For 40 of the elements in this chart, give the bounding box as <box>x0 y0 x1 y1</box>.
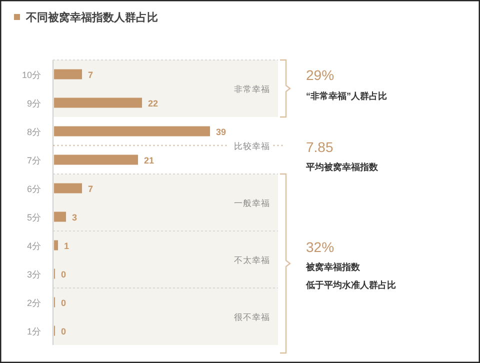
y-tick-label: 6分 <box>26 184 41 194</box>
text: 29% <box>306 67 334 83</box>
data-label: 1 <box>64 240 70 251</box>
data-label: 3 <box>72 212 78 222</box>
data-label: 22 <box>148 98 158 108</box>
data-label: 39 <box>216 126 226 137</box>
bar <box>54 183 82 194</box>
data-label: 7 <box>88 70 94 80</box>
y-tick-label: 2分 <box>26 298 41 308</box>
bar <box>54 240 58 250</box>
data-label: 7 <box>88 184 94 194</box>
band-label: 不太幸福 <box>234 255 270 265</box>
text: 7.85 <box>306 139 334 155</box>
y-tick-label: 4分 <box>26 240 41 251</box>
data-label: 0 <box>61 326 66 336</box>
band-label: 很不幸福 <box>234 312 270 322</box>
bar <box>54 69 82 80</box>
data-label: 0 <box>61 298 66 308</box>
bar <box>54 126 210 136</box>
y-tick-label: 5分 <box>26 212 41 222</box>
text: 平均被窝幸福指数 <box>305 162 379 172</box>
text: 被窝幸福指数 <box>305 262 361 272</box>
data-label: 0 <box>61 269 66 280</box>
y-tick-label: 3分 <box>26 269 41 280</box>
chart-title: 不同被窝幸福指数人群占比 <box>25 11 158 24</box>
band-label: 一般幸福 <box>234 198 270 208</box>
bar <box>54 98 142 108</box>
y-tick-label: 1分 <box>26 326 41 336</box>
text: 比较幸福 <box>234 141 270 151</box>
y-tick-label: 8分 <box>26 126 41 137</box>
y-tick-label: 7分 <box>26 155 41 166</box>
bar <box>54 212 66 222</box>
bar <box>54 154 138 165</box>
band-label: 非常幸福 <box>234 84 270 94</box>
text: 低于平均水准人群占比 <box>305 280 396 290</box>
y-tick-label: 10分 <box>22 70 41 80</box>
data-label: 21 <box>144 155 154 166</box>
text: “非常幸福”人群占比 <box>306 91 387 101</box>
text: 32% <box>306 239 334 255</box>
y-tick-label: 9分 <box>26 98 41 108</box>
